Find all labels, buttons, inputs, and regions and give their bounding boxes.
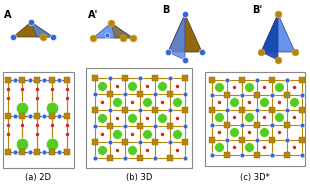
Polygon shape — [261, 14, 278, 60]
Polygon shape — [168, 14, 202, 52]
Polygon shape — [111, 23, 133, 38]
Bar — [205, 72, 305, 166]
Bar — [86, 68, 192, 168]
Polygon shape — [168, 14, 185, 60]
Text: (c) 3D*: (c) 3D* — [240, 173, 270, 182]
Text: (b) 3D: (b) 3D — [126, 173, 152, 182]
Text: A: A — [4, 10, 11, 20]
Text: B: B — [162, 5, 169, 15]
Text: A': A' — [88, 10, 98, 20]
Polygon shape — [93, 23, 133, 38]
Polygon shape — [261, 14, 295, 52]
Bar — [3, 72, 74, 168]
Polygon shape — [13, 22, 53, 37]
Text: (a) 2D: (a) 2D — [25, 173, 51, 182]
Polygon shape — [31, 22, 53, 37]
Text: B': B' — [252, 5, 262, 15]
